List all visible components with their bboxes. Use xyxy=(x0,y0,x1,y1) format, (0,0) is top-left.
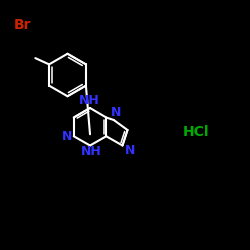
Text: Br: Br xyxy=(14,18,31,32)
Text: N: N xyxy=(111,106,122,119)
Text: N: N xyxy=(125,144,135,157)
Text: NH: NH xyxy=(81,145,102,158)
Text: NH: NH xyxy=(78,94,99,107)
Text: HCl: HCl xyxy=(182,126,209,140)
Text: N: N xyxy=(62,130,73,143)
